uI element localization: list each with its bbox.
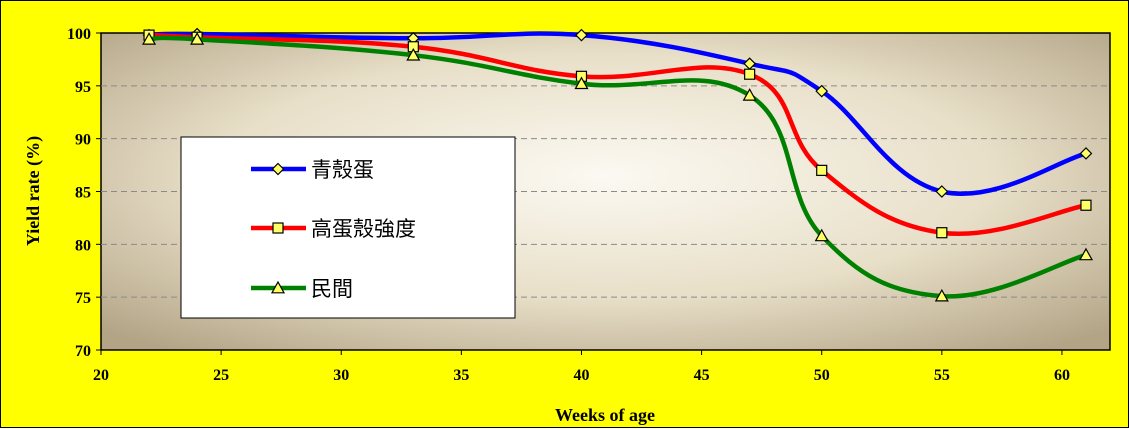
x-tick-label: 40: [573, 367, 589, 384]
x-tick-label: 55: [934, 367, 950, 384]
series-line: [148, 32, 1087, 236]
legend-marker: [270, 280, 286, 294]
data-point: [936, 227, 948, 239]
x-tick-label: 35: [453, 367, 469, 384]
series-group: [142, 27, 1093, 302]
data-point: [1080, 199, 1092, 211]
data-point: [142, 32, 157, 45]
data-point: [574, 76, 589, 90]
data-point: [575, 28, 588, 42]
y-axis-title: Yield rate (%): [23, 136, 44, 246]
legend-label: 民間: [311, 277, 353, 301]
series-line: [148, 35, 1087, 299]
data-point: [814, 228, 829, 242]
x-tick-label: 50: [814, 367, 830, 384]
x-tick-label: 20: [93, 367, 109, 384]
data-point: [190, 32, 205, 45]
series-line: [148, 31, 1087, 196]
y-tick-label: 90: [75, 132, 91, 149]
x-axis-ticks: 20 25 30 35 40 45 50 55 60: [93, 350, 1070, 384]
legend-marker: [271, 162, 285, 176]
y-tick-label: 70: [75, 343, 91, 360]
data-point: [1079, 147, 1093, 160]
data-point: [744, 68, 756, 80]
y-axis-ticks: 70 75 80 85 90 95 100: [67, 26, 101, 360]
data-point: [742, 88, 757, 101]
legend-label: 青殼蛋: [311, 158, 374, 182]
data-point: [935, 185, 949, 198]
legend-label: 高蛋殼強度: [311, 217, 416, 241]
x-tick-label: 60: [1054, 367, 1070, 384]
series-2: [142, 32, 1093, 302]
y-tick-label: 95: [75, 79, 91, 96]
x-tick-label: 25: [213, 367, 229, 384]
y-tick-label: 85: [75, 185, 91, 202]
x-tick-label: 30: [333, 367, 349, 384]
data-point: [815, 84, 829, 98]
y-tick-label: 80: [75, 237, 91, 254]
data-point: [934, 288, 949, 302]
data-point: [816, 164, 828, 176]
y-tick-label: 75: [75, 290, 91, 307]
y-tick-label: 100: [67, 26, 91, 43]
x-axis-title: Weeks of age: [555, 405, 655, 425]
data-point: [406, 47, 421, 61]
legend-box: [180, 136, 516, 319]
x-tick-label: 45: [694, 367, 710, 384]
legend-marker: [272, 222, 284, 234]
data-point: [1078, 247, 1093, 261]
